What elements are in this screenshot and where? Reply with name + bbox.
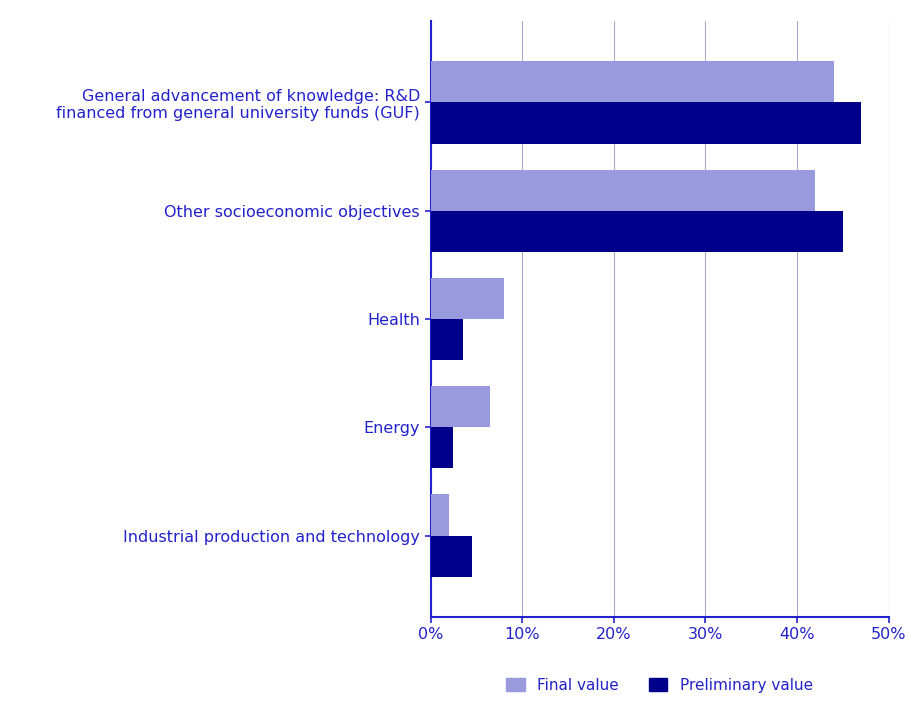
Bar [431,494,449,535]
Bar [431,278,504,319]
Bar [431,103,861,144]
Legend: Final value, Preliminary value: Final value, Preliminary value [507,678,812,693]
Bar [431,535,472,576]
Bar [431,62,834,103]
Bar [431,386,490,428]
Bar [431,428,453,469]
Bar [431,319,463,360]
Bar [431,169,815,211]
Bar [431,211,843,252]
